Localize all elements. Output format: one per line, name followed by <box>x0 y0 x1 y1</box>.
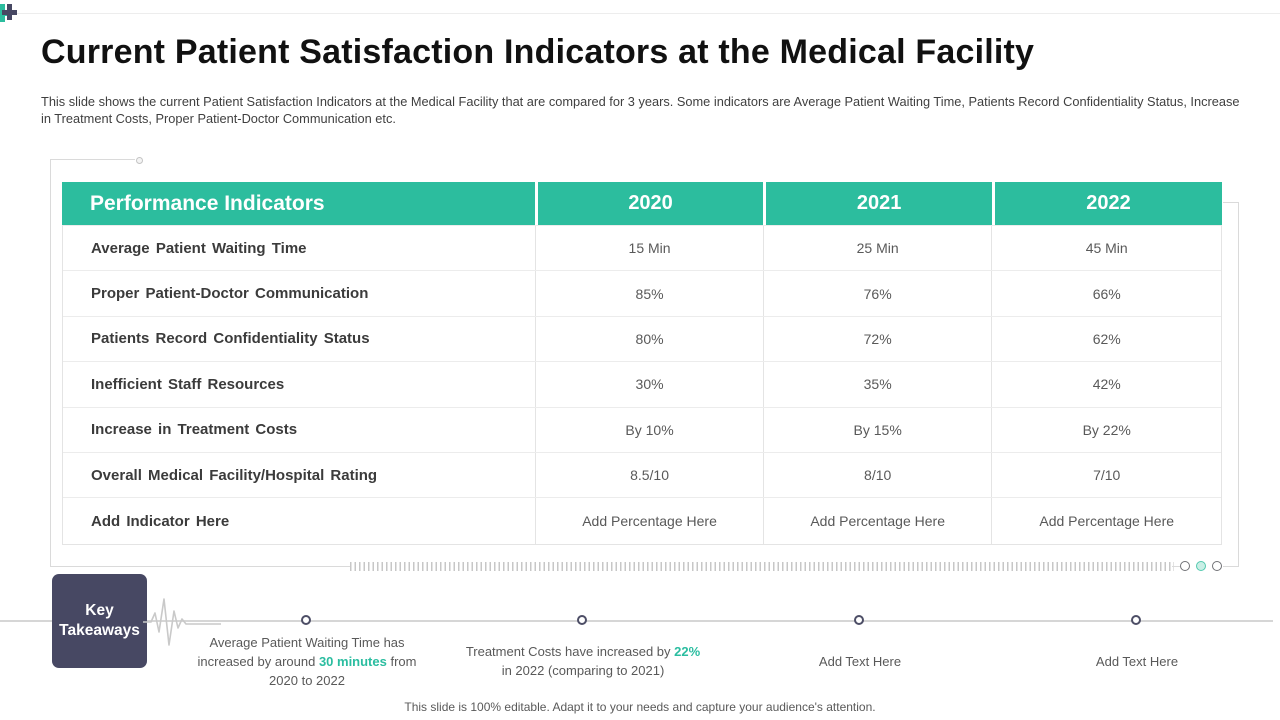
cell-value: 7/10 <box>991 452 1221 498</box>
key-takeaways-badge: Key Takeaways <box>52 574 147 668</box>
bracket-right-line <box>1238 202 1239 567</box>
cell-value: 85% <box>535 271 763 316</box>
table-row: Proper Patient-Doctor Communication 85% … <box>63 271 1221 317</box>
strip-line-left <box>50 566 350 567</box>
timeline-node-2 <box>577 615 587 625</box>
table-header-2020: 2020 <box>535 182 764 225</box>
add-percentage-placeholder[interactable]: Add Percentage Here <box>762 498 992 544</box>
table-row: Overall Medical Facility/Hospital Rating… <box>63 452 1221 499</box>
takeaway-item-3: Add Text Here <box>740 630 980 692</box>
takeaway-item-4: Add Text Here <box>1017 630 1257 692</box>
table-header-performance-indicators: Performance Indicators <box>62 182 536 225</box>
strip-circle-3 <box>1212 561 1222 571</box>
cell-value: By 10% <box>535 407 763 452</box>
strip-circle-1 <box>1180 561 1190 571</box>
add-indicator-placeholder[interactable]: Add Indicator Here <box>91 512 230 530</box>
strip-tick-pattern <box>350 562 1174 571</box>
table-header-2021: 2021 <box>763 182 993 225</box>
row-label: Overall Medical Facility/Hospital Rating <box>91 466 378 484</box>
bracket-left-line <box>50 159 51 567</box>
row-label: Inefficient Staff Resources <box>91 375 285 393</box>
takeaway-highlight: 30 minutes <box>318 653 387 669</box>
editable-note: This slide is 100% editable. Adapt it to… <box>404 700 876 714</box>
table-row: Average Patient Waiting Time 15 Min 25 M… <box>63 226 1221 272</box>
takeaway-text: in 2022 (comparing to 2021) <box>501 663 665 678</box>
top-divider-line <box>0 13 1280 14</box>
table-header-2022: 2022 <box>992 182 1222 225</box>
cell-value: 35% <box>762 362 992 407</box>
cell-value: 8.5/10 <box>535 452 763 498</box>
cell-value: 62% <box>991 316 1221 362</box>
table-row-placeholder: Add Indicator Here Add Percentage Here A… <box>63 498 1221 544</box>
row-label: Proper Patient-Doctor Communication <box>91 285 369 303</box>
timeline-node-1 <box>301 615 311 625</box>
cell-value: 8/10 <box>762 452 992 498</box>
takeaway-item-2: Treatment Costs have increased by 22% in… <box>463 630 703 692</box>
bracket-right-stub <box>1223 202 1239 203</box>
cell-value: By 15% <box>762 407 992 452</box>
cell-value: 76% <box>762 271 992 316</box>
takeaway-text: from 2020 to 2022 <box>269 653 417 688</box>
bracket-end-circle <box>136 156 143 164</box>
cell-value: 42% <box>991 362 1221 407</box>
table-row: Patients Record Confidentiality Status 8… <box>63 316 1221 363</box>
table-row: Inefficient Staff Resources 30% 35% 42% <box>63 362 1221 408</box>
strip-circle-2 <box>1196 561 1206 571</box>
cell-value: 25 Min <box>762 226 992 271</box>
cell-value: By 22% <box>991 407 1221 452</box>
indicators-table: Performance Indicators 2020 2021 2022 Av… <box>62 182 1222 545</box>
timeline-line <box>0 620 1273 622</box>
takeaway-item-1: Average Patient Waiting Time has increas… <box>187 630 427 692</box>
cell-value: 72% <box>762 316 992 362</box>
bracket-top-line <box>50 159 135 160</box>
add-text-placeholder[interactable]: Add Text Here <box>1095 653 1179 669</box>
table-header-row: Performance Indicators 2020 2021 2022 <box>62 182 1222 225</box>
strip-line-right <box>1223 566 1239 567</box>
add-percentage-placeholder[interactable]: Add Percentage Here <box>991 498 1221 544</box>
cell-value: 66% <box>991 271 1221 316</box>
add-text-placeholder[interactable]: Add Text Here <box>818 653 902 669</box>
timeline-node-4 <box>1131 615 1141 625</box>
row-label: Average Patient Waiting Time <box>91 239 307 257</box>
strip-line-mid <box>1172 566 1180 567</box>
timeline-node-3 <box>854 615 864 625</box>
table-body: Average Patient Waiting Time 15 Min 25 M… <box>62 225 1222 545</box>
takeaway-text: Treatment Costs have increased by <box>465 644 675 659</box>
cell-value: 30% <box>535 362 763 407</box>
heartbeat-icon <box>143 598 221 646</box>
row-label: Increase in Treatment Costs <box>91 421 298 439</box>
cell-value: 15 Min <box>535 226 763 271</box>
row-label: Patients Record Confidentiality Status <box>91 330 370 348</box>
cell-value: 45 Min <box>991 226 1221 271</box>
page-title: Current Patient Satisfaction Indicators … <box>41 33 1035 71</box>
slide-description: This slide shows the current Patient Sat… <box>41 94 1240 126</box>
add-percentage-placeholder[interactable]: Add Percentage Here <box>535 498 763 544</box>
cell-value: 80% <box>535 316 763 362</box>
takeaway-text: Average Patient Waiting Time has increas… <box>197 634 405 669</box>
table-row: Increase in Treatment Costs By 10% By 15… <box>63 407 1221 453</box>
takeaway-highlight: 22% <box>674 644 701 659</box>
